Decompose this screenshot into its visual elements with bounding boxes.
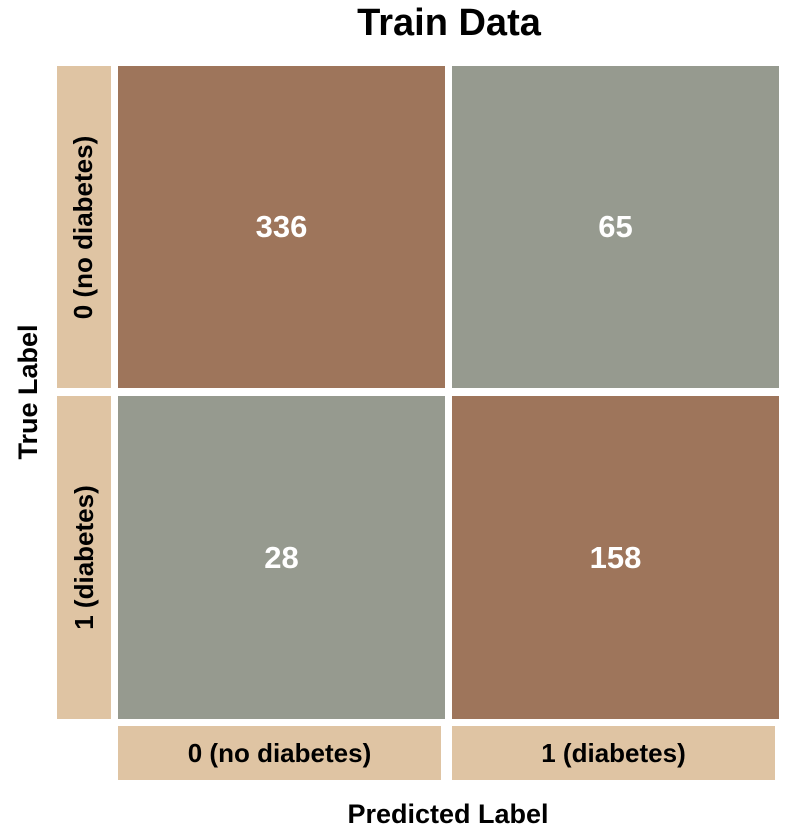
cell-true1-pred0: 28	[118, 396, 445, 719]
cell-true1-pred1: 158	[452, 396, 779, 719]
y-tick-text: 1 (diabetes)	[68, 485, 99, 630]
y-tick-text: 0 (no diabetes)	[68, 135, 99, 319]
x-tick-label-0: 0 (no diabetes)	[118, 726, 441, 780]
cell-value: 336	[255, 209, 308, 244]
x-axis-label: Predicted Label	[347, 799, 549, 829]
cell-value: 65	[598, 209, 633, 244]
y-tick-label-1: 1 (diabetes)	[57, 396, 111, 719]
cell-value: 28	[264, 539, 299, 575]
chart-title: Train Data	[357, 2, 541, 44]
x-tick-label-1: 1 (diabetes)	[452, 726, 775, 780]
cell-value: 158	[589, 539, 642, 575]
y-tick-label-0: 0 (no diabetes)	[57, 66, 111, 388]
cell-true0-pred1: 65	[452, 66, 779, 388]
cell-true0-pred0: 336	[118, 66, 445, 388]
y-axis-label: True Label	[12, 324, 43, 460]
